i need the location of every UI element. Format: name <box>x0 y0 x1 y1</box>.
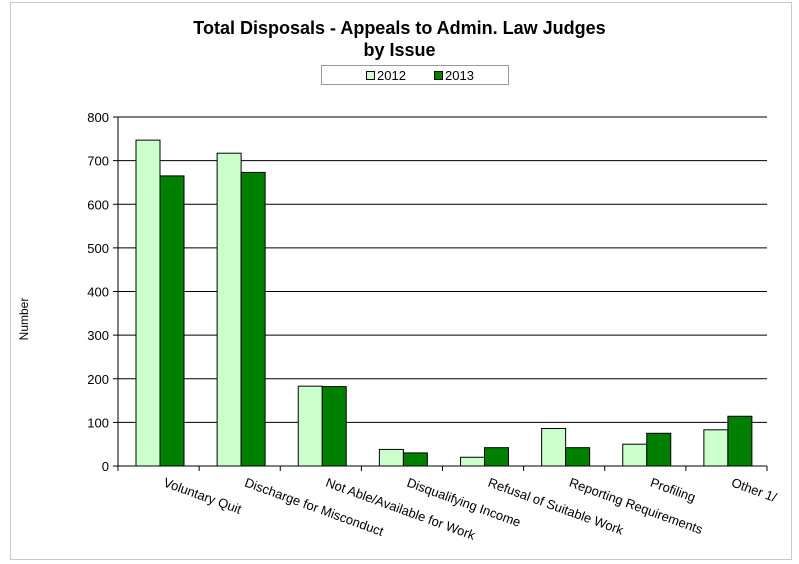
axes <box>113 116 768 471</box>
y-tick-label: 400 <box>87 285 109 300</box>
bar-2012-0 <box>135 139 161 467</box>
bar-2013-2 <box>321 386 347 467</box>
bar-2013-1 <box>240 171 266 467</box>
x-tick-labels: Voluntary Quit Discharge for MisconductNo… <box>162 475 780 543</box>
bars <box>135 139 753 467</box>
x-tick-label: Refusal of Suitable Work <box>486 475 626 538</box>
chart-title: Total Disposals - Appeals to Admin. Law … <box>0 17 799 61</box>
bar-2013-7 <box>727 415 753 467</box>
legend-item-2013: 2013 <box>434 68 474 83</box>
y-tick-label: 500 <box>87 241 109 256</box>
y-tick-labels: 0 100 200 300 400 500 600 700 800 <box>87 110 109 474</box>
x-tick-label: Reporting Requirements <box>567 475 705 537</box>
legend-label-2013: 2013 <box>445 68 474 83</box>
bar-2012-5 <box>541 427 567 467</box>
bar-2012-2 <box>297 385 323 467</box>
y-tick-label: 800 <box>87 110 109 125</box>
x-tick-label: Discharge for Misconduct <box>243 475 386 539</box>
legend-swatch-2012 <box>366 71 375 80</box>
chart-title-line-1: Total Disposals - Appeals to Admin. Law … <box>193 18 606 38</box>
y-tick-label: 0 <box>102 459 109 474</box>
bar-2013-6 <box>646 432 672 467</box>
bar-2012-3 <box>378 448 404 467</box>
legend-item-2012: 2012 <box>366 68 406 83</box>
x-tick-label: Profiling <box>648 475 697 505</box>
bar-2013-0 <box>159 175 185 467</box>
gridlines <box>118 116 767 423</box>
bar-2013-5 <box>565 447 591 467</box>
bar-2012-1 <box>216 152 242 467</box>
y-tick-label: 300 <box>87 328 109 343</box>
y-tick-label: 700 <box>87 154 109 169</box>
bar-2013-3 <box>402 452 428 467</box>
legend-label-2012: 2012 <box>377 68 406 83</box>
bar-2012-7 <box>703 429 729 467</box>
chart-title-line-2: by Issue <box>363 40 436 60</box>
y-tick-label: 600 <box>87 197 109 212</box>
bar-2012-4 <box>460 456 485 467</box>
x-tick-label: Other 1/ <box>729 475 779 505</box>
bar-2012-6 <box>622 443 648 467</box>
y-tick-label: 100 <box>87 415 109 430</box>
legend: 2012 2013 <box>321 65 509 85</box>
x-tick-label: Not Able/Available for Work <box>324 475 478 543</box>
y-tick-label: 200 <box>87 372 109 387</box>
legend-swatch-2013 <box>434 71 443 80</box>
bar-2013-4 <box>484 447 509 467</box>
x-tick-label: Voluntary Quit <box>162 475 244 517</box>
